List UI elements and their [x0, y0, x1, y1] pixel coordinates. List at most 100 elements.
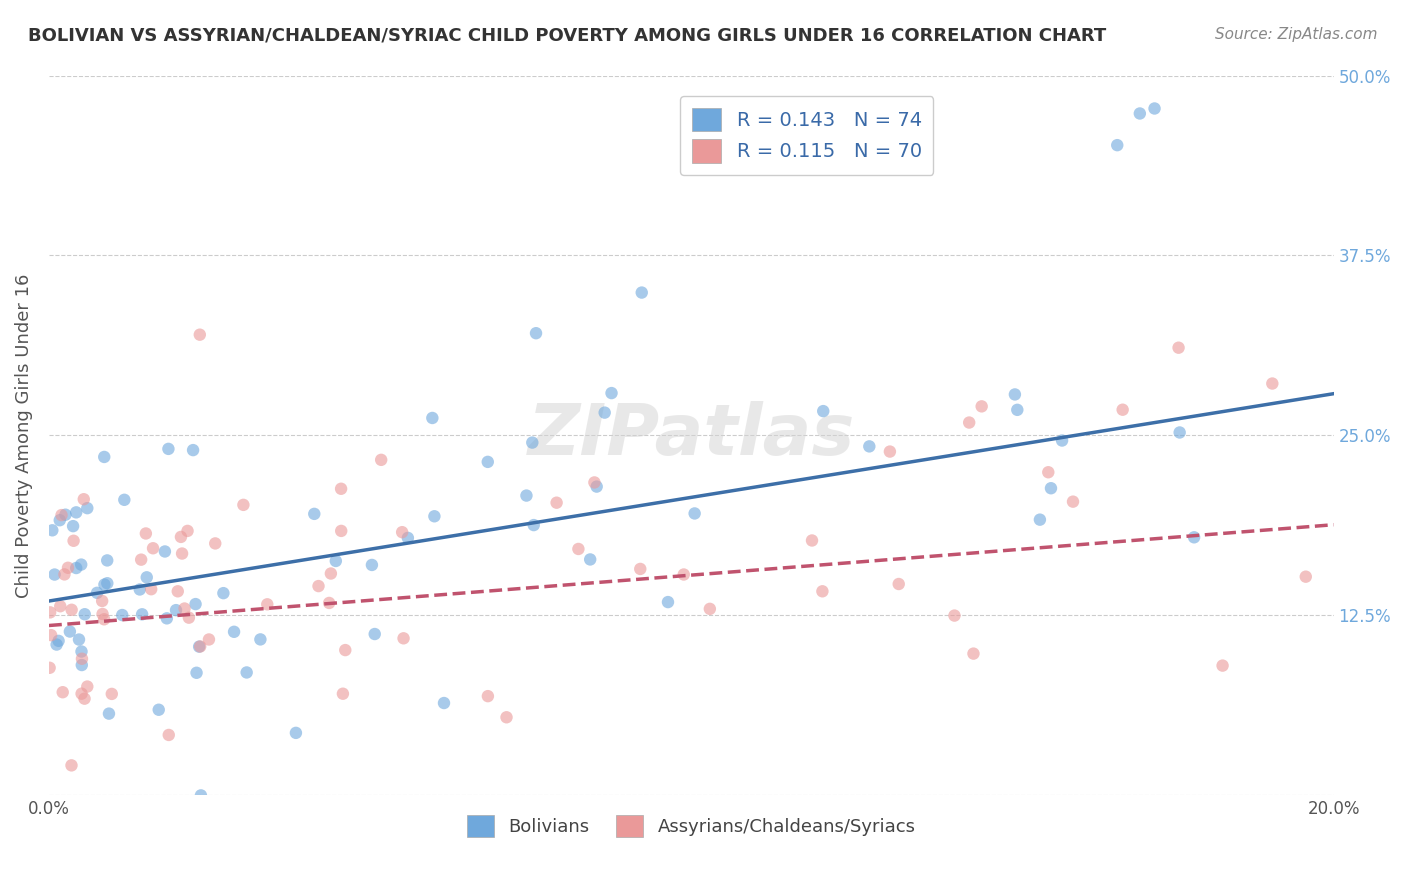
Assyrians/Chaldeans/Syriacs [546, 496, 568, 510]
Assyrians/Chaldeans/Syriacs [91, 594, 114, 608]
Bolivians [111, 608, 134, 623]
Assyrians/Chaldeans/Syriacs [188, 640, 211, 654]
Assyrians/Chaldeans/Syriacs [73, 492, 96, 507]
Bolivians [131, 607, 153, 622]
Bolivians [396, 531, 419, 545]
Assyrians/Chaldeans/Syriacs [76, 680, 98, 694]
Assyrians/Chaldeans/Syriacs [60, 758, 83, 772]
Assyrians/Chaldeans/Syriacs [583, 475, 606, 490]
Assyrians/Chaldeans/Syriacs [1295, 569, 1317, 583]
Assyrians/Chaldeans/Syriacs [335, 643, 357, 657]
Bolivians [361, 558, 384, 572]
Assyrians/Chaldeans/Syriacs [170, 530, 193, 544]
Assyrians/Chaldeans/Syriacs [970, 400, 993, 414]
Bolivians [76, 501, 98, 516]
Assyrians/Chaldeans/Syriacs [887, 577, 910, 591]
Assyrians/Chaldeans/Syriacs [392, 632, 415, 646]
Bolivians [93, 577, 115, 591]
Assyrians/Chaldeans/Syriacs [477, 689, 499, 703]
Assyrians/Chaldeans/Syriacs [1212, 658, 1234, 673]
Assyrians/Chaldeans/Syriacs [232, 498, 254, 512]
Bolivians [1007, 402, 1029, 417]
Bolivians [96, 553, 118, 567]
Assyrians/Chaldeans/Syriacs [142, 541, 165, 556]
Bolivians [212, 586, 235, 600]
Assyrians/Chaldeans/Syriacs [39, 605, 62, 619]
Assyrians/Chaldeans/Syriacs [53, 567, 76, 582]
Bolivians [128, 582, 150, 597]
Assyrians/Chaldeans/Syriacs [204, 536, 226, 550]
Bolivians [585, 479, 607, 493]
Assyrians/Chaldeans/Syriacs [672, 567, 695, 582]
Assyrians/Chaldeans/Syriacs [330, 524, 353, 538]
Bolivians [222, 624, 245, 639]
Bolivians [97, 706, 120, 721]
Assyrians/Chaldeans/Syriacs [173, 601, 195, 615]
Text: Source: ZipAtlas.com: Source: ZipAtlas.com [1215, 27, 1378, 42]
Assyrians/Chaldeans/Syriacs [91, 607, 114, 621]
Bolivians [70, 644, 93, 658]
Bolivians [522, 435, 544, 450]
Assyrians/Chaldeans/Syriacs [135, 526, 157, 541]
Bolivians [813, 404, 835, 418]
Assyrians/Chaldeans/Syriacs [177, 610, 200, 624]
Assyrians/Chaldeans/Syriacs [256, 597, 278, 611]
Text: ZIPatlas: ZIPatlas [527, 401, 855, 470]
Assyrians/Chaldeans/Syriacs [1111, 402, 1133, 417]
Bolivians [86, 586, 108, 600]
Bolivians [165, 603, 187, 617]
Assyrians/Chaldeans/Syriacs [957, 416, 980, 430]
Bolivians [93, 450, 115, 464]
Assyrians/Chaldeans/Syriacs [330, 482, 353, 496]
Bolivians [422, 411, 444, 425]
Bolivians [186, 665, 208, 680]
Assyrians/Chaldeans/Syriacs [879, 444, 901, 458]
Assyrians/Chaldeans/Syriacs [801, 533, 824, 548]
Assyrians/Chaldeans/Syriacs [188, 327, 211, 342]
Bolivians [1004, 387, 1026, 401]
Assyrians/Chaldeans/Syriacs [51, 508, 73, 522]
Bolivians [1129, 106, 1152, 120]
Bolivians [1168, 425, 1191, 440]
Assyrians/Chaldeans/Syriacs [567, 541, 589, 556]
Bolivians [600, 386, 623, 401]
Bolivians [135, 570, 157, 584]
Assyrians/Chaldeans/Syriacs [70, 687, 93, 701]
Bolivians [48, 633, 70, 648]
Bolivians [112, 492, 135, 507]
Assyrians/Chaldeans/Syriacs [38, 661, 60, 675]
Bolivians [1143, 102, 1166, 116]
Bolivians [184, 597, 207, 611]
Assyrians/Chaldeans/Syriacs [308, 579, 330, 593]
Bolivians [41, 524, 63, 538]
Assyrians/Chaldeans/Syriacs [56, 561, 79, 575]
Assyrians/Chaldeans/Syriacs [166, 584, 188, 599]
Bolivians [477, 455, 499, 469]
Bolivians [515, 489, 537, 503]
Bolivians [657, 595, 679, 609]
Y-axis label: Child Poverty Among Girls Under 16: Child Poverty Among Girls Under 16 [15, 273, 32, 598]
Bolivians [433, 696, 456, 710]
Bolivians [1039, 481, 1062, 495]
Bolivians [44, 567, 66, 582]
Assyrians/Chaldeans/Syriacs [60, 603, 83, 617]
Bolivians [65, 561, 87, 575]
Bolivians [284, 726, 307, 740]
Bolivians [45, 638, 67, 652]
Bolivians [1107, 138, 1129, 153]
Assyrians/Chaldeans/Syriacs [319, 566, 342, 581]
Bolivians [249, 632, 271, 647]
Assyrians/Chaldeans/Syriacs [811, 584, 834, 599]
Assyrians/Chaldeans/Syriacs [49, 599, 72, 614]
Bolivians [153, 544, 176, 558]
Assyrians/Chaldeans/Syriacs [73, 691, 96, 706]
Bolivians [683, 507, 706, 521]
Assyrians/Chaldeans/Syriacs [70, 652, 93, 666]
Bolivians [1029, 513, 1052, 527]
Bolivians [523, 518, 546, 533]
Assyrians/Chaldeans/Syriacs [391, 525, 413, 540]
Assyrians/Chaldeans/Syriacs [370, 453, 392, 467]
Assyrians/Chaldeans/Syriacs [1167, 341, 1189, 355]
Bolivians [188, 640, 211, 654]
Assyrians/Chaldeans/Syriacs [157, 728, 180, 742]
